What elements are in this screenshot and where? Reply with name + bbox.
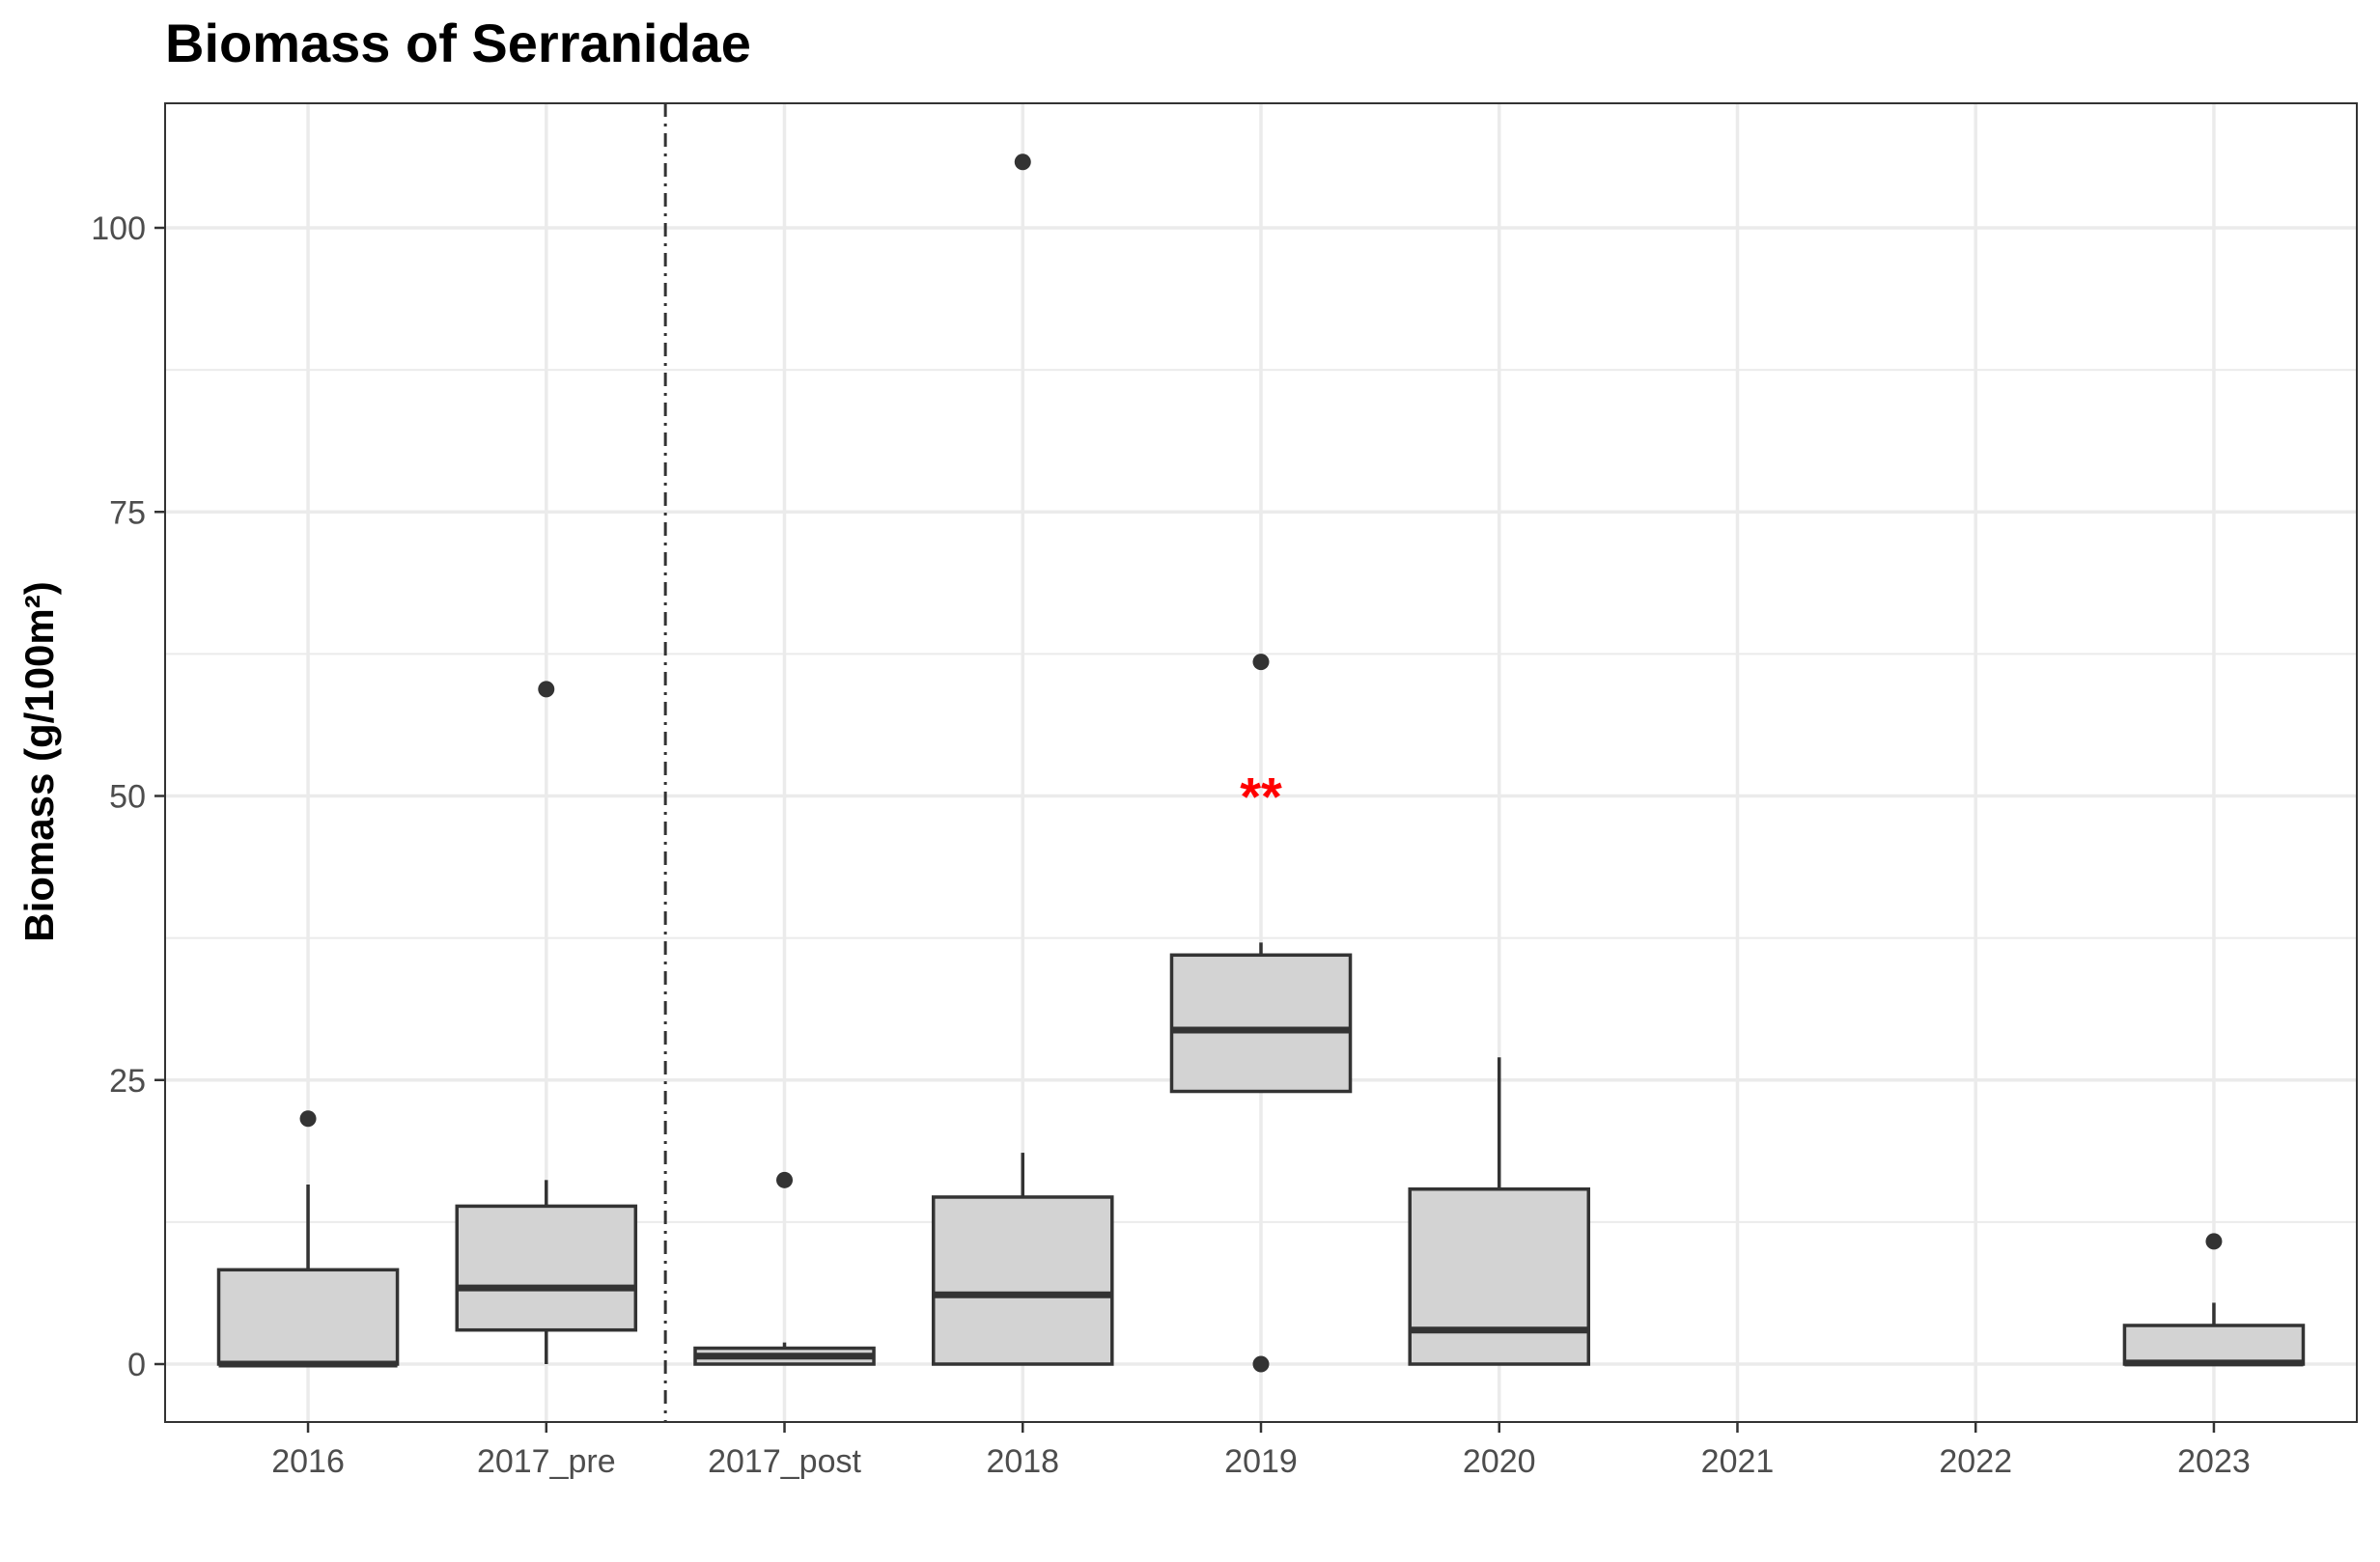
boxplots [216, 153, 2306, 1373]
x-tick-label: 2016 [271, 1443, 345, 1480]
box-iqr [216, 1268, 400, 1366]
outlier-point [2205, 1233, 2223, 1250]
annotations: ** [1240, 767, 1282, 827]
x-axis-ticks: 2016 2017_pre 2017_post 2018 2019 2020 2021 202… [271, 1422, 2251, 1480]
chart-title: Biomass of Serranidae [165, 13, 751, 73]
outlier-point [538, 681, 555, 698]
boxplot-2023 [2122, 1233, 2306, 1367]
boxplot-2017_pre [455, 681, 638, 1364]
boxplot-2016 [216, 1110, 400, 1368]
box-iqr [1169, 953, 1353, 1094]
significance-annotation: ** [1240, 767, 1282, 827]
outlier-point [1252, 654, 1270, 671]
outlier-point [1014, 153, 1031, 171]
x-tick-label: 2019 [1224, 1443, 1298, 1480]
outlier-point [776, 1171, 794, 1188]
y-tick-label: 25 [109, 1063, 146, 1100]
x-tick-label: 2017_post [708, 1443, 861, 1480]
box-iqr [455, 1204, 638, 1332]
box-iqr [2122, 1324, 2306, 1366]
x-tick-label: 2020 [1463, 1443, 1536, 1480]
y-axis-ticks: 0 25 50 75 100 [91, 210, 165, 1383]
boxplot-2017_post [693, 1171, 876, 1366]
x-tick-label: 2017_pre [477, 1443, 616, 1480]
y-tick-label: 50 [109, 779, 146, 816]
y-tick-label: 100 [91, 210, 146, 247]
x-tick-label: 2018 [986, 1443, 1059, 1480]
box-iqr [1408, 1186, 1591, 1366]
outlier-point [299, 1110, 317, 1128]
boxplot-2020 [1408, 1057, 1591, 1366]
box-iqr [931, 1195, 1114, 1366]
y-tick-label: 0 [127, 1347, 146, 1383]
y-tick-label: 75 [109, 494, 146, 531]
x-tick-label: 2022 [1939, 1443, 2012, 1480]
x-tick-label: 2021 [1701, 1443, 1775, 1480]
y-axis-title: Biomass (g/100m²) [16, 581, 62, 941]
outlier-point [1252, 1355, 1270, 1373]
x-tick-label: 2023 [2177, 1443, 2251, 1480]
boxplot-2019 [1169, 654, 1353, 1373]
boxplot-2018 [931, 153, 1114, 1366]
